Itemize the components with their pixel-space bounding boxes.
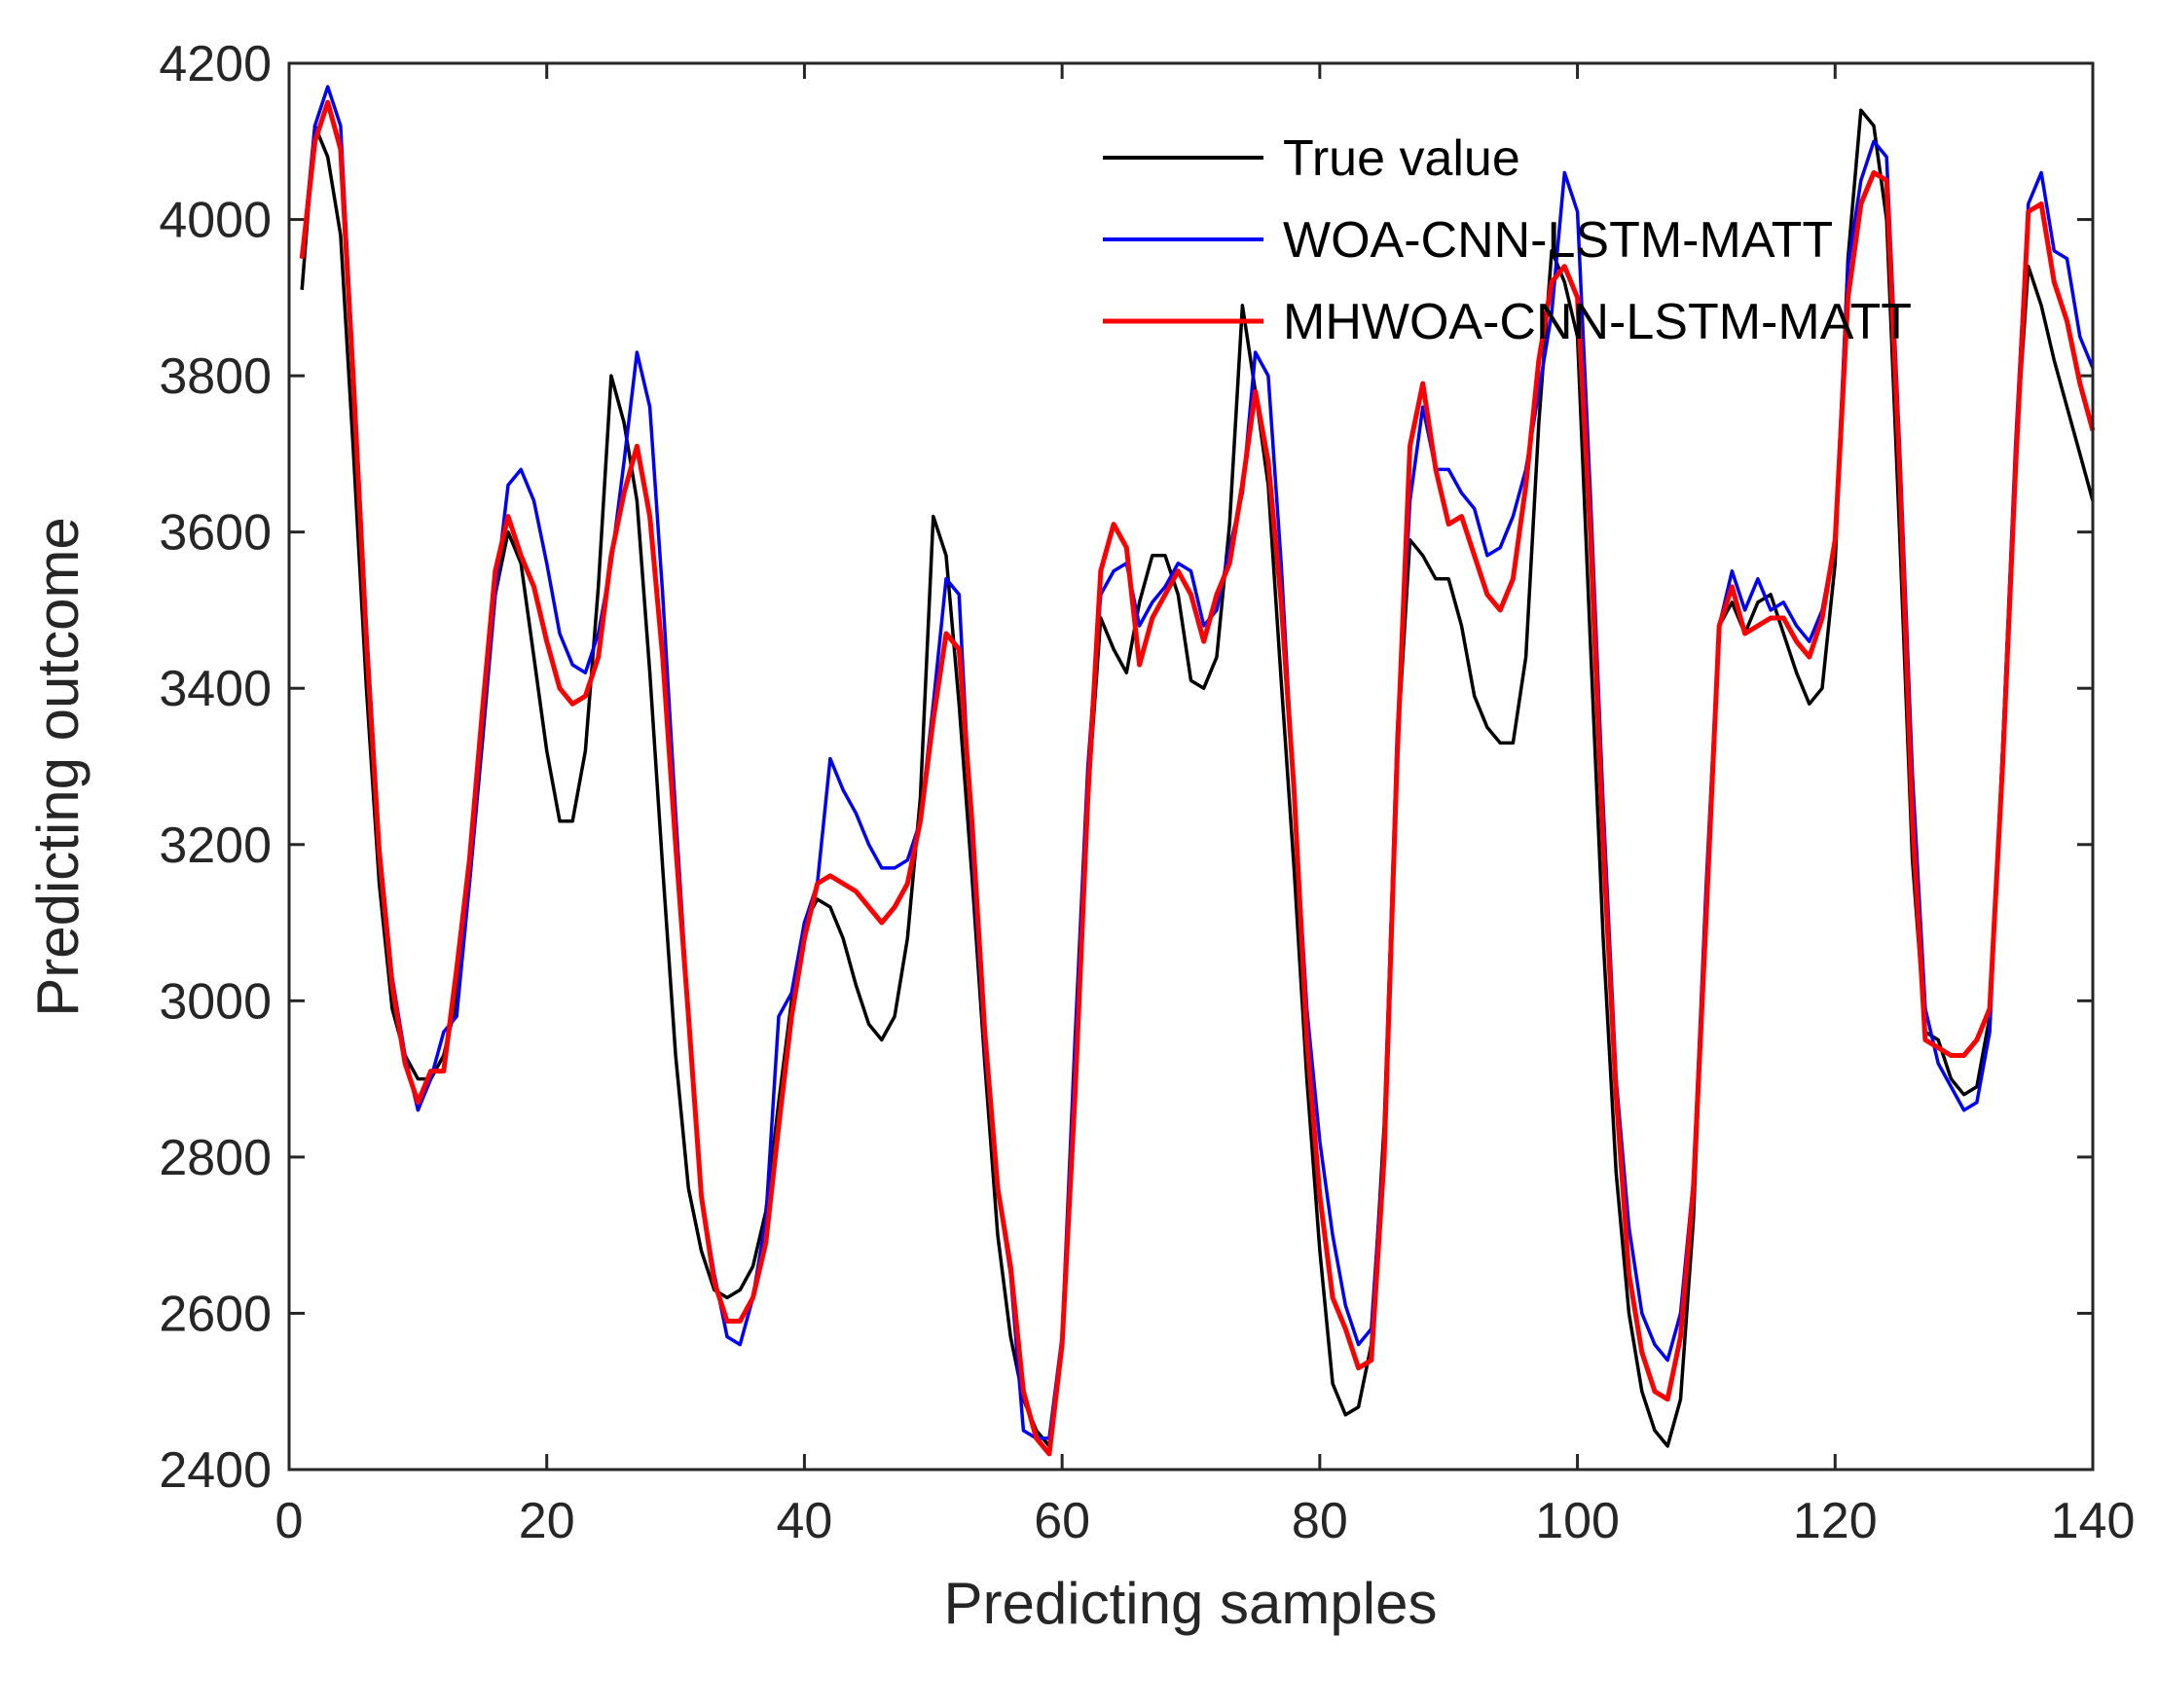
y-tick-label: 2600 [159, 1286, 272, 1342]
legend: True value WOA-CNN-LSTM-MATT MHWOA-CNN-LST… [1103, 130, 1912, 350]
x-tick-label: 120 [1793, 1493, 1878, 1549]
x-tick-label: 0 [275, 1493, 304, 1549]
x-tick-label: 80 [1292, 1493, 1348, 1549]
x-tick-label: 40 [777, 1493, 833, 1549]
y-axis-label: Predicting outcome [25, 517, 91, 1017]
y-tick-label: 3200 [159, 818, 272, 874]
y-tick-label: 3800 [159, 348, 272, 405]
y-tick-label: 4200 [159, 36, 272, 92]
x-axis-label: Predicting samples [944, 1571, 1438, 1636]
y-tick-label: 3000 [159, 973, 272, 1030]
y-tick-label: 3600 [159, 505, 272, 562]
series-layer [299, 85, 2096, 1457]
x-tick-label: 140 [2051, 1493, 2136, 1549]
x-tick-label: 60 [1034, 1493, 1090, 1549]
y-tick-label: 2400 [159, 1442, 272, 1499]
x-tick-label: 20 [519, 1493, 575, 1549]
y-tick-label: 3400 [159, 661, 272, 717]
legend-label-3: MHWOA-CNN-LSTM-MATT [1283, 294, 1912, 350]
y-tick-label: 4000 [159, 193, 272, 249]
legend-label-2: WOA-CNN-LSTM-MATT [1283, 212, 1833, 269]
plot-area-frame [287, 61, 2095, 1472]
x-axis-ticks: 0 20 40 60 80 100 120 140 [275, 63, 2136, 1549]
y-axis-ticks: 2400 2600 2800 3000 3200 3400 3600 3800 4000 4200 [159, 36, 2093, 1499]
legend-label-1: True value [1283, 130, 1520, 187]
series-line-1 [300, 108, 2095, 1448]
series-line-3 [299, 99, 2096, 1457]
x-tick-label: 100 [1535, 1493, 1620, 1549]
y-tick-label: 2800 [159, 1130, 272, 1186]
